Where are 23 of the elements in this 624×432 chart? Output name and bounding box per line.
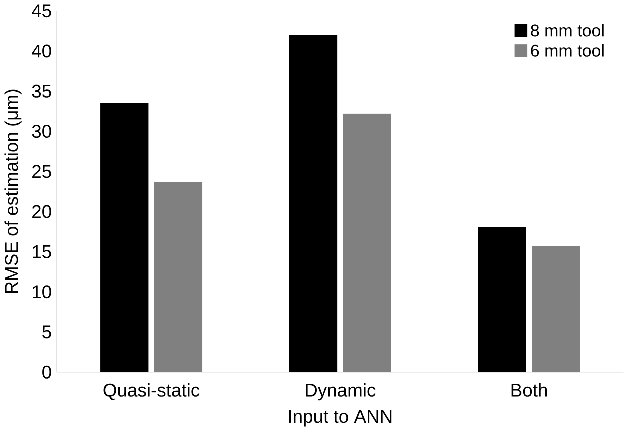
y-tick-label: 45 — [32, 4, 52, 18]
y-tick-label: 25 — [32, 165, 52, 178]
y-tick-label: 5 — [42, 326, 52, 339]
y-tick-label: 40 — [32, 44, 52, 58]
y-tick-label: 20 — [32, 206, 52, 219]
bar — [532, 246, 580, 373]
y-tick-label: 0 — [42, 366, 52, 380]
legend-label: 6 mm tool — [531, 44, 604, 58]
x-tick-label: Quasi-static — [104, 384, 200, 400]
legend-label: 8 mm tool — [531, 24, 604, 38]
y-tick-label: 30 — [32, 125, 52, 138]
y-tick-label: 35 — [32, 85, 52, 98]
y-tick-label: 10 — [33, 286, 52, 299]
bar — [478, 227, 526, 373]
bar — [343, 114, 392, 373]
x-tick-label: Both — [512, 384, 548, 398]
bar — [154, 182, 203, 373]
y-axis-title: RMSE of estimation (μm) — [4, 90, 22, 294]
y-tick-label: 15 — [33, 246, 52, 259]
bar — [289, 35, 338, 373]
x-tick-label: Dynamic — [306, 384, 376, 401]
x-axis-title: Input to ANN — [289, 410, 392, 428]
bar — [100, 104, 149, 373]
